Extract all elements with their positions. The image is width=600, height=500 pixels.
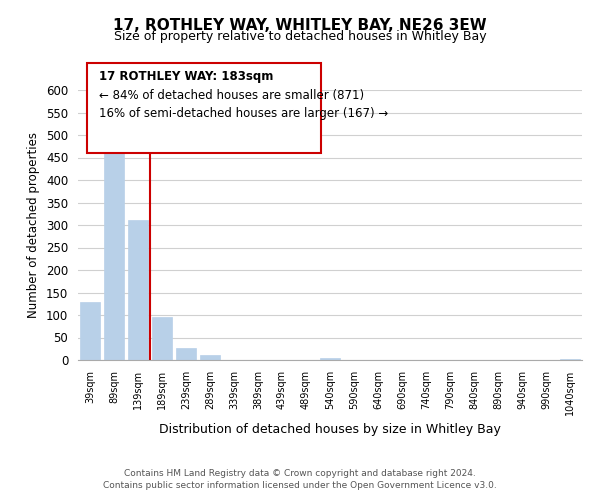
Text: 17 ROTHLEY WAY: 183sqm: 17 ROTHLEY WAY: 183sqm: [99, 70, 274, 83]
Text: Contains HM Land Registry data © Crown copyright and database right 2024.: Contains HM Land Registry data © Crown c…: [124, 468, 476, 477]
Bar: [560, 359, 580, 360]
Bar: [128, 220, 148, 360]
Text: ← 84% of detached houses are smaller (871): ← 84% of detached houses are smaller (87…: [99, 88, 364, 102]
Bar: [320, 358, 340, 360]
Bar: [176, 348, 196, 360]
Text: 16% of semi-detached houses are larger (167) →: 16% of semi-detached houses are larger (…: [99, 106, 388, 120]
X-axis label: Distribution of detached houses by size in Whitley Bay: Distribution of detached houses by size …: [159, 424, 501, 436]
Text: 17, ROTHLEY WAY, WHITLEY BAY, NE26 3EW: 17, ROTHLEY WAY, WHITLEY BAY, NE26 3EW: [113, 18, 487, 32]
Text: Size of property relative to detached houses in Whitley Bay: Size of property relative to detached ho…: [113, 30, 487, 43]
Bar: [104, 148, 124, 360]
Bar: [80, 302, 100, 360]
Bar: [152, 317, 172, 360]
Y-axis label: Number of detached properties: Number of detached properties: [28, 132, 40, 318]
Text: Contains public sector information licensed under the Open Government Licence v3: Contains public sector information licen…: [103, 481, 497, 490]
Bar: [200, 355, 220, 360]
